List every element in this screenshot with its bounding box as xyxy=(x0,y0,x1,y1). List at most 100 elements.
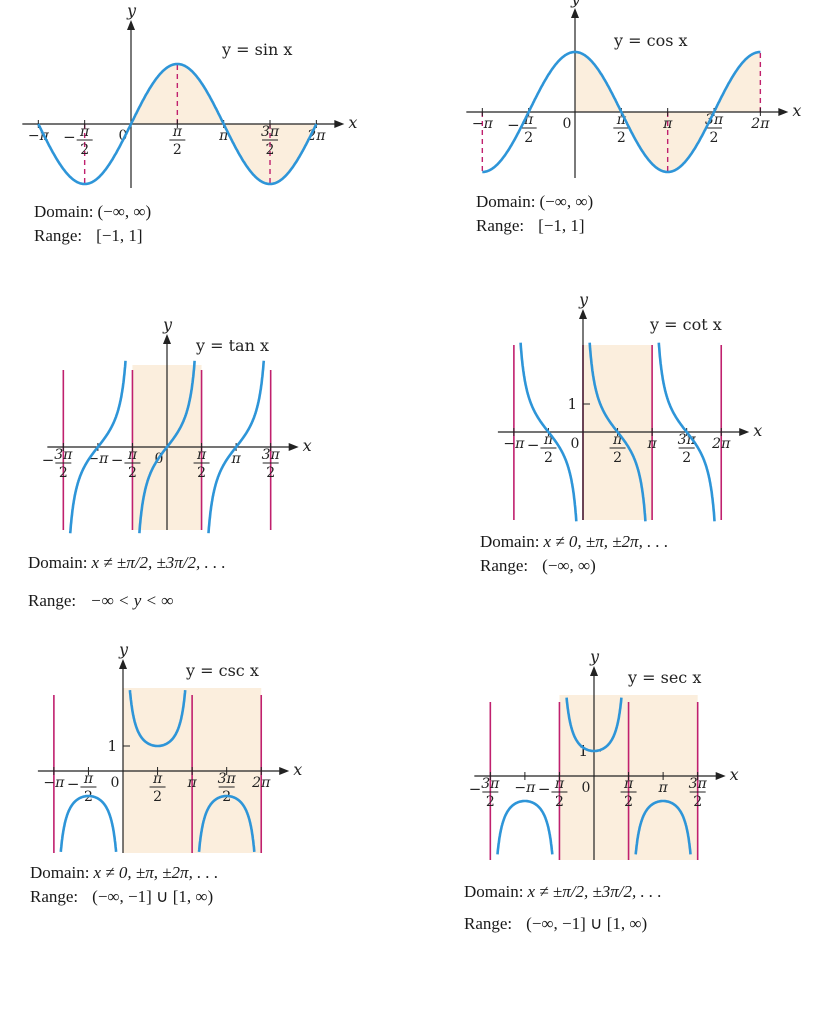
csc-x-tick-label-2: 0 xyxy=(111,775,120,791)
cot-domain-value: x ≠ 0, ±π, ±2π, . . . xyxy=(543,532,669,551)
svg-text:−: − xyxy=(507,116,520,134)
cos-domain-label: Domain: xyxy=(476,192,536,211)
cot-x-tick-label-6: 2π xyxy=(711,436,731,452)
tan-domain-value: x ≠ ±π/2, ±3π/2, . . . xyxy=(91,553,226,572)
csc-range-label: Range: xyxy=(30,887,79,906)
svg-text:2: 2 xyxy=(613,450,622,466)
tan-x-tick-label-4: π2 xyxy=(193,447,210,481)
cot-title: y = cot x xyxy=(649,315,722,334)
cos-x-axis-label: x xyxy=(792,101,801,120)
sec-x-axis-label: x xyxy=(730,765,739,784)
cot-y-tick-label-1: 1 xyxy=(567,395,577,413)
csc-x-tick-label-4: π xyxy=(187,775,198,791)
svg-text:2: 2 xyxy=(555,794,564,810)
svg-text:3π: 3π xyxy=(218,771,237,787)
sec-y-tick-label-1: 1 xyxy=(578,742,588,760)
svg-text:−: − xyxy=(67,775,80,793)
csc-x-tick-label-3: π2 xyxy=(149,771,166,805)
tan-x-tick-label-0: −3π 2 xyxy=(42,447,73,481)
cot-y-arrow xyxy=(579,309,587,319)
svg-text:3π: 3π xyxy=(689,776,708,792)
svg-text:−π: −π xyxy=(87,451,109,467)
svg-text:2: 2 xyxy=(266,465,275,481)
csc-domain-value: x ≠ 0, ±π, ±2π, . . . xyxy=(93,863,219,882)
svg-text:−π: −π xyxy=(28,128,50,144)
csc-x-arrow xyxy=(279,767,290,775)
svg-text:3π: 3π xyxy=(481,776,500,792)
svg-text:π: π xyxy=(662,116,673,132)
cot-x-tick-label-1: − π 2 xyxy=(527,432,557,466)
sin-x-arrow xyxy=(334,120,345,128)
svg-text:π: π xyxy=(554,776,565,792)
svg-text:2: 2 xyxy=(524,130,533,146)
sin-y-arrow xyxy=(127,20,135,30)
svg-text:−π: −π xyxy=(514,780,536,796)
cos-y-arrow xyxy=(571,8,579,18)
tan-caption: Domain: x ≠ ±π/2, ±3π/2, . . . Range: −∞ <… xyxy=(28,551,226,613)
sec-x-tick-label-2: − π 2 xyxy=(538,776,568,810)
svg-text:2: 2 xyxy=(128,465,137,481)
svg-text:π: π xyxy=(523,112,534,128)
cos-x-tick-label-0: −π xyxy=(472,116,494,132)
cos-x-tick-label-1: − π 2 xyxy=(507,112,537,146)
sin-x-tick-label-0: −π xyxy=(28,128,50,144)
sec-x-tick-label-5: π xyxy=(658,780,669,796)
svg-text:3π: 3π xyxy=(262,447,281,463)
sec-domain-value: x ≠ ±π/2, ±3π/2, . . . xyxy=(527,882,662,901)
csc-y-axis-label: y xyxy=(118,640,129,659)
cot-x-tick-label-4: π xyxy=(647,436,658,452)
sin-curve xyxy=(37,62,318,186)
svg-text:π: π xyxy=(187,775,198,791)
cos-caption: Domain: (−∞, ∞) Range: [−1, 1] xyxy=(476,190,593,238)
tan-x-tick-label-6: 3π2 xyxy=(262,447,281,481)
sin-y-axis-label: y xyxy=(126,1,137,20)
svg-text:2: 2 xyxy=(624,794,633,810)
tan-y-axis-label: y xyxy=(162,315,173,334)
svg-text:−: − xyxy=(538,780,551,798)
cot-y-axis-label: y xyxy=(578,290,589,309)
svg-text:3π: 3π xyxy=(54,447,73,463)
svg-text:0: 0 xyxy=(571,436,580,452)
svg-text:−: − xyxy=(527,436,540,454)
svg-text:−: − xyxy=(111,451,124,469)
cos-x-tick-label-5: 3π2 xyxy=(705,112,724,146)
sec-x-arrow xyxy=(715,772,726,780)
sec-x-tick-label-4: π2 xyxy=(620,776,637,810)
svg-text:2: 2 xyxy=(693,794,702,810)
csc-range-value: (−∞, −1] ∪ [1, ∞) xyxy=(92,887,214,906)
sin-domain-value: (−∞, ∞) xyxy=(97,202,152,221)
svg-text:−: − xyxy=(469,780,482,798)
sin-range-label: Range: xyxy=(34,226,83,245)
sin-title: y = sin x xyxy=(221,40,292,59)
cos-x-arrow xyxy=(778,108,789,116)
svg-text:π: π xyxy=(218,128,229,144)
svg-text:2: 2 xyxy=(544,450,553,466)
svg-text:0: 0 xyxy=(582,780,591,796)
cos-x-tick-label-3: π2 xyxy=(613,112,630,146)
sin-x-tick-label-4: π xyxy=(218,128,229,144)
cot-x-axis-label: x xyxy=(753,421,762,440)
sec-caption: Domain: x ≠ ±π/2, ±3π/2, . . . Range: (−∞,… xyxy=(464,880,662,936)
svg-text:π: π xyxy=(612,432,623,448)
sec-title: y = sec x xyxy=(627,668,701,687)
sec-x-tick-label-6: 3π2 xyxy=(689,776,708,810)
csc-y-arrow xyxy=(119,659,127,669)
tan-domain-label: Domain: xyxy=(28,553,88,572)
sec-x-tick-label-3: 0 xyxy=(582,780,591,796)
svg-text:2: 2 xyxy=(59,465,68,481)
svg-text:π: π xyxy=(127,447,138,463)
svg-text:2: 2 xyxy=(486,794,495,810)
csc-x-tick-label-6: 2π xyxy=(251,775,271,791)
sec-range-label: Range: xyxy=(464,914,513,933)
svg-text:π: π xyxy=(83,771,94,787)
cos-title: y = cos x xyxy=(613,31,688,50)
svg-text:π: π xyxy=(623,776,634,792)
svg-text:3π: 3π xyxy=(705,112,724,128)
tan-curve xyxy=(68,360,266,534)
svg-text:2: 2 xyxy=(80,142,89,158)
csc-caption: Domain: x ≠ 0, ±π, ±2π, . . . Range: (−∞, … xyxy=(30,861,218,909)
cot-range-value: (−∞, ∞) xyxy=(542,556,596,575)
